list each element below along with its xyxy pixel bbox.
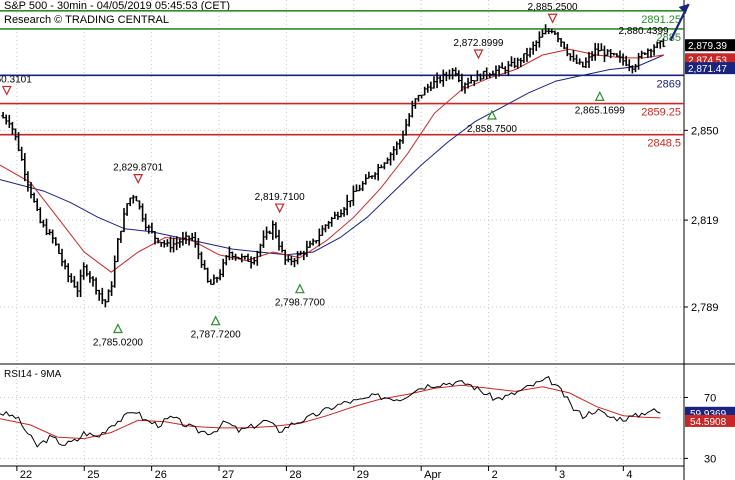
x-tick-label: 28: [289, 469, 301, 480]
swing-high-marker: [1, 85, 12, 96]
level-label: 2869: [657, 78, 681, 90]
y-tick-label: 2,850: [691, 125, 719, 137]
rsi-title: RSI14 - 9MA: [4, 369, 62, 380]
price-tag-label: 2,874.53: [688, 55, 727, 66]
x-tick-label: Apr: [424, 469, 441, 480]
chart-title: S&P 500 - 30min - 04/05/2019 05:45:53 (C…: [4, 0, 231, 12]
swing-high-marker: [133, 174, 144, 184]
rsi-tag-box: [685, 414, 735, 427]
x-tick-label: 2: [492, 469, 498, 480]
chart-source: Research © TRADING CENTRAL: [4, 14, 169, 26]
swing-high-label: 2,819.7100: [255, 192, 305, 203]
rsi-line: [0, 376, 661, 448]
x-tick-label: 3: [559, 469, 565, 480]
swing-low-label: 2,798.7700: [275, 298, 325, 309]
y-tick-label: 2,789: [691, 302, 719, 314]
swing-low-label: 2,858.7500: [467, 124, 517, 135]
price-tag-label: 2,871.47: [688, 64, 727, 75]
swing-low-marker: [210, 315, 221, 326]
swing-low-marker: [294, 283, 305, 294]
target-label: 2,880.4399: [619, 26, 669, 37]
rsi-y-tick-label: 70: [704, 392, 716, 404]
swing-high-marker: [274, 203, 285, 214]
swing-low-marker: [112, 323, 123, 334]
x-tick-label: 26: [155, 469, 167, 480]
price-tag-label: 2,879.39: [688, 41, 727, 52]
swing-low-marker: [594, 91, 605, 101]
rsi-ma-line: [0, 384, 661, 440]
swing-low-marker: [486, 109, 497, 120]
x-tick-label: 25: [87, 469, 99, 480]
rsi-tag-label: 54.5908: [690, 417, 727, 428]
rsi-tag-label: 59.9369: [690, 409, 727, 420]
swing-low-label: 2,787.7200: [191, 330, 241, 341]
x-tick-label: 4: [626, 469, 632, 480]
rsi-y-tick-label: 30: [704, 453, 716, 465]
swing-high-label: 2,860.3101: [0, 74, 32, 85]
swing-low-label: 2,865.1699: [575, 105, 625, 116]
swing-high-marker: [547, 13, 558, 24]
x-tick-label: 27: [222, 469, 234, 480]
swing-high-marker: [473, 49, 484, 60]
swing-low-label: 2,785.0200: [93, 338, 143, 349]
x-tick-label: 29: [357, 469, 369, 480]
level-label: 2859.25: [641, 107, 681, 119]
y-tick-label: 2,819: [691, 215, 719, 227]
x-tick-label: 22: [20, 469, 32, 480]
swing-high-label: 2,872.8999: [453, 38, 503, 49]
swing-high-label: 2,829.8701: [113, 163, 163, 174]
projection-arrow-head: [678, 4, 689, 14]
level-label: 2848.5: [647, 138, 681, 150]
level-label: 2891.25: [641, 14, 681, 26]
price-tag-box: [685, 39, 735, 52]
swing-high-label: 2,885.2500: [528, 2, 578, 13]
ma-short-line: [0, 48, 664, 273]
price-tag-box: [685, 62, 735, 75]
